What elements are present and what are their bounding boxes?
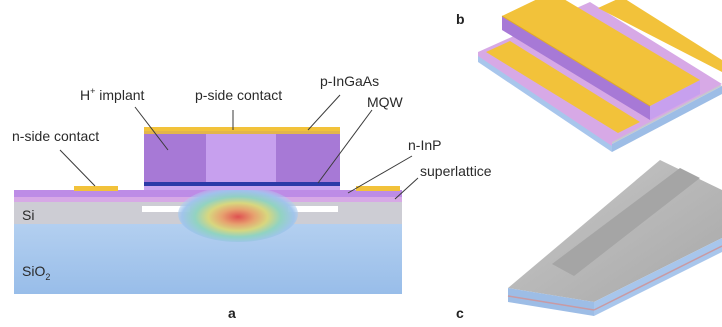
- p-ingaas-layer: [144, 130, 340, 134]
- panel-b-3d-device: b: [456, 0, 722, 152]
- label-si: Si: [22, 207, 34, 223]
- air-gap-left: [142, 206, 190, 212]
- mesa-right-implant: [276, 132, 340, 184]
- panel-label-c: c: [456, 305, 464, 321]
- b-n-contact-right: [598, 0, 722, 72]
- panel-a-cross-section: H+ implant p-side contact p-InGaAs MQW n…: [12, 73, 492, 321]
- label-p-ingaas: p-InGaAs: [320, 73, 379, 89]
- leader-lines: [59, 94, 419, 200]
- label-h-implant: H+ implant: [80, 86, 145, 103]
- mqw-layer: [144, 182, 340, 186]
- panel-label-a: a: [228, 305, 236, 321]
- c-ridge: [552, 168, 700, 276]
- mesa-left-implant: [144, 132, 208, 184]
- panel-label-b: b: [456, 11, 465, 27]
- label-mqw: MQW: [367, 94, 404, 110]
- n-side-contact-right: [356, 186, 400, 191]
- optical-mode: [178, 186, 298, 242]
- label-superlattice: superlattice: [420, 163, 492, 179]
- air-gap-right: [288, 206, 338, 212]
- b-substrate-side: [612, 86, 722, 152]
- mqw-below: [144, 186, 340, 190]
- b-mesa-front: [502, 16, 650, 120]
- n-side-contact-left: [74, 186, 118, 191]
- b-mesa-side: [650, 80, 700, 120]
- label-n-inp: n-InP: [408, 137, 441, 153]
- label-n-side-contact: n-side contact: [12, 128, 99, 144]
- label-p-side-contact: p-side contact: [195, 87, 282, 103]
- mesa-center: [206, 132, 278, 184]
- c-device-side: [594, 238, 722, 316]
- b-n-contact-left: [486, 41, 640, 133]
- b-p-contact-top: [502, 0, 700, 106]
- panel-c-3d-device: c: [456, 160, 722, 321]
- c-device-front: [508, 288, 594, 316]
- label-sio2: SiO2: [22, 263, 50, 282]
- p-side-contact: [144, 127, 340, 131]
